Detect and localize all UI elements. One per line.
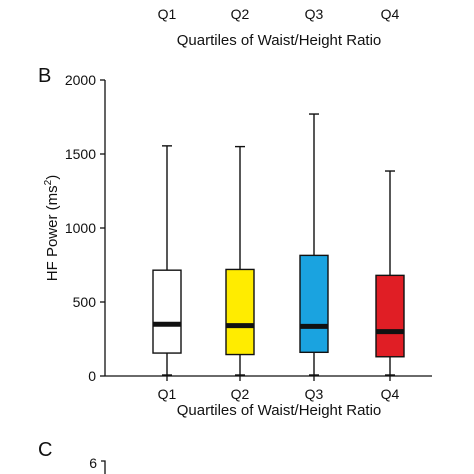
top-tick-q3: Q3 xyxy=(305,6,324,22)
y-tick-label-0: 0 xyxy=(88,368,96,384)
box-q4 xyxy=(375,274,405,358)
panel-label-b: B xyxy=(38,65,51,87)
box-q3 xyxy=(299,254,329,354)
y-tick-label-1000: 1000 xyxy=(65,220,96,236)
top-tick-q2: Q2 xyxy=(231,6,250,22)
y-tick-label-1500: 1500 xyxy=(65,146,96,162)
panel-c-y-axis xyxy=(101,460,106,474)
box-q2 xyxy=(225,268,255,356)
panel-label-c: C xyxy=(38,439,52,461)
y-axis-label-close: ) xyxy=(44,175,61,180)
x-tick-label-q3: Q3 xyxy=(305,386,324,402)
panel-c-y-tick: 6 xyxy=(89,455,97,471)
y-tick-label-2000: 2000 xyxy=(65,72,96,88)
top-panel-x-ticks: Q1 Q2 Q3 Q4 xyxy=(158,6,400,22)
top-panel-x-axis-label: Quartiles of Waist/Height Ratio xyxy=(177,32,382,49)
y-axis-label: HF Power (ms2) xyxy=(43,175,61,281)
y-axis-label-sup: 2 xyxy=(43,179,54,185)
x-tick-label-q2: Q2 xyxy=(231,386,250,402)
top-tick-q4: Q4 xyxy=(381,6,400,22)
x-axis-label: Quartiles of Waist/Height Ratio xyxy=(177,402,382,419)
x-tick-label-q1: Q1 xyxy=(158,386,177,402)
y-axis-label-main: HF Power (ms xyxy=(44,185,61,281)
y-tick-label-500: 500 xyxy=(73,294,97,310)
top-tick-q1: Q1 xyxy=(158,6,177,22)
box-q1 xyxy=(152,269,182,354)
plot-area: 0 500 1000 1500 2000 Q1 Q2 Q3 Q4 xyxy=(65,72,432,402)
x-tick-label-q4: Q4 xyxy=(381,386,400,402)
